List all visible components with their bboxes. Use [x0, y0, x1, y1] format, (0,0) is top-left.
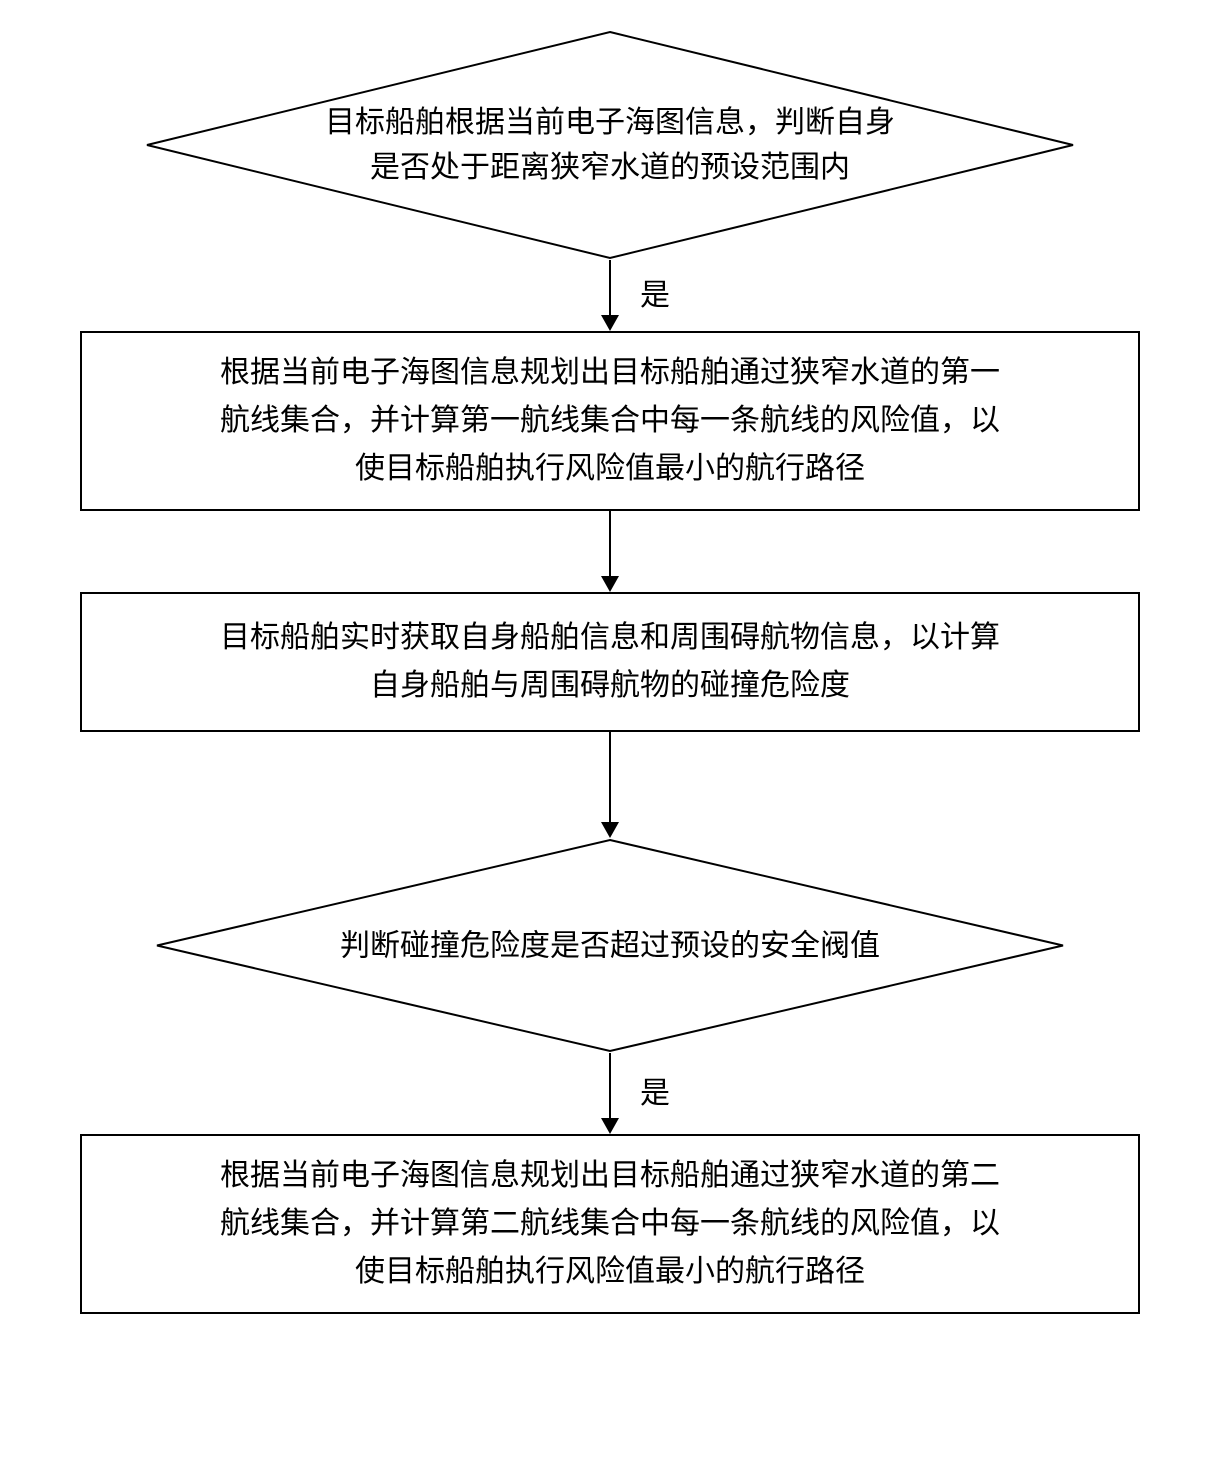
arrow-head-2: [601, 576, 619, 592]
process-text-3: 根据当前电子海图信息规划出目标船舶通过狭窄水道的第二 航线集合，并计算第二航线集…: [220, 1152, 1000, 1296]
arrow-line-3: [609, 732, 611, 822]
decision-text-1: 目标船舶根据当前电子海图信息，判断自身 是否处于距离狭窄水道的预设范围内: [238, 100, 982, 190]
arrow-line-2: [609, 511, 611, 576]
arrow-label-1: 是: [640, 270, 670, 314]
arrow-head-4: [601, 1118, 619, 1134]
process-node-1: 根据当前电子海图信息规划出目标船舶通过狭窄水道的第一 航线集合，并计算第一航线集…: [80, 331, 1140, 511]
flowchart-container: 目标船舶根据当前电子海图信息，判断自身 是否处于距离狭窄水道的预设范围内 是 根…: [60, 30, 1160, 1314]
arrow-3: [60, 732, 1160, 838]
arrow-head-1: [601, 315, 619, 331]
arrow-line-4: [609, 1053, 611, 1118]
arrow-2: [60, 511, 1160, 592]
arrow-label-4: 是: [640, 1068, 670, 1112]
arrow-line-1: [609, 260, 611, 315]
process-text-1: 根据当前电子海图信息规划出目标船舶通过狭窄水道的第一 航线集合，并计算第一航线集…: [220, 349, 1000, 493]
decision-node-2: 判断碰撞危险度是否超过预设的安全阀值: [155, 838, 1065, 1053]
process-node-3: 根据当前电子海图信息规划出目标船舶通过狭窄水道的第二 航线集合，并计算第二航线集…: [80, 1134, 1140, 1314]
arrow-4: 是: [60, 1053, 1160, 1134]
arrow-head-3: [601, 822, 619, 838]
arrow-1: 是: [60, 260, 1160, 331]
decision-text-2: 判断碰撞危险度是否超过预设的安全阀值: [246, 923, 974, 968]
decision-node-1: 目标船舶根据当前电子海图信息，判断自身 是否处于距离狭窄水道的预设范围内: [145, 30, 1075, 260]
process-text-2: 目标船舶实时获取自身船舶信息和周围碍航物信息，以计算 自身船舶与周围碍航物的碰撞…: [220, 614, 1000, 710]
process-node-2: 目标船舶实时获取自身船舶信息和周围碍航物信息，以计算 自身船舶与周围碍航物的碰撞…: [80, 592, 1140, 732]
